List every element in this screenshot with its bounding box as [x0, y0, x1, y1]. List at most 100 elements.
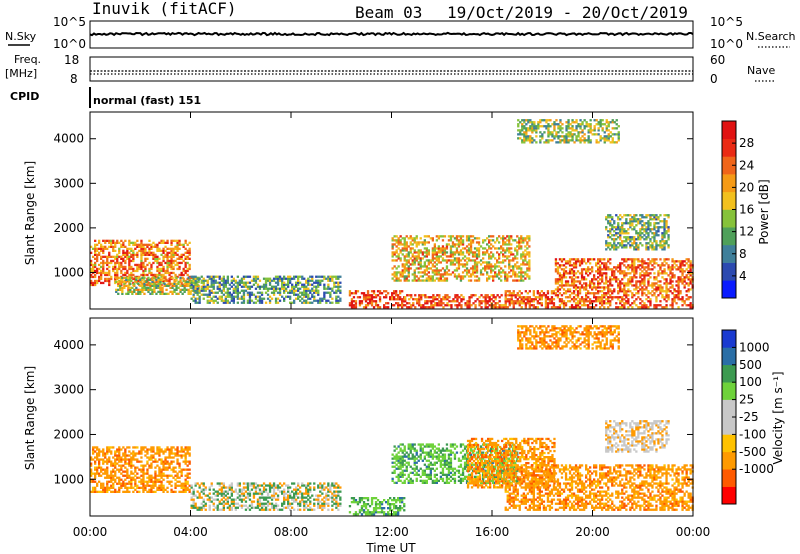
echo-cell: [437, 259, 440, 262]
echo-cell: [240, 301, 244, 304]
echo-cell: [180, 490, 183, 493]
echo-cell: [234, 279, 237, 282]
echo-cell: [104, 245, 107, 248]
echo-cell: [140, 241, 143, 244]
echo-cell: [175, 276, 178, 279]
echo-cell: [498, 277, 501, 280]
echo-cell: [399, 273, 402, 276]
echo-cell: [669, 290, 672, 293]
echo-cell: [575, 135, 578, 138]
echo-cell: [153, 282, 156, 285]
echo-cell: [549, 131, 552, 134]
echo-cell: [136, 458, 139, 461]
echo-cell: [589, 306, 592, 309]
echo-cell: [118, 448, 121, 451]
echo-cell: [649, 214, 652, 217]
echo-cell: [154, 259, 157, 263]
echo-cell: [605, 135, 608, 138]
echo-cell: [475, 257, 479, 260]
echo-cell: [311, 283, 314, 286]
echo-cell: [560, 264, 564, 267]
echo-cell: [418, 298, 421, 301]
echo-cell: [184, 239, 187, 242]
echo-cell: [438, 302, 441, 305]
echo-cell: [504, 255, 507, 258]
echo-cell: [194, 281, 197, 284]
echo-cell: [397, 247, 400, 250]
echo-cell: [475, 247, 479, 250]
echo-cell: [689, 282, 692, 285]
echo-cell: [615, 246, 618, 249]
echo-cell: [653, 282, 656, 285]
echo-cell: [405, 269, 408, 272]
echo-cell: [110, 476, 113, 479]
echo-cell: [564, 260, 568, 263]
echo-cell: [633, 248, 636, 251]
echo-cell: [182, 267, 185, 271]
echo-cell: [128, 257, 131, 260]
echo-cell: [407, 251, 410, 254]
echo-cell: [100, 450, 103, 453]
echo-cell: [236, 275, 239, 278]
echo-cell: [166, 253, 169, 256]
echo-cell: [218, 287, 221, 290]
echo-cell: [110, 484, 113, 487]
echo-cell: [659, 268, 662, 271]
echo-cell: [576, 258, 580, 261]
echo-cell: [236, 287, 239, 290]
echo-cell: [443, 235, 447, 238]
echo-cell: [587, 290, 590, 293]
echo-cell: [506, 239, 509, 242]
echo-cell: [514, 302, 517, 305]
echo-cell: [301, 291, 304, 294]
echo-cell: [601, 296, 604, 299]
echo-cell: [663, 298, 666, 301]
echo-cell: [132, 253, 135, 256]
echo-cell: [470, 294, 473, 297]
echo-cell: [633, 268, 636, 271]
echo-cell: [647, 236, 650, 239]
echo-cell: [452, 298, 455, 301]
echo-cell: [226, 277, 229, 280]
echo-cell: [595, 278, 598, 281]
echo-cell: [617, 296, 620, 299]
echo-cell: [108, 239, 111, 242]
echo-cell: [599, 119, 602, 122]
echo-cell: [321, 279, 324, 282]
echo-cell: [554, 282, 558, 285]
echo-cell: [647, 226, 650, 229]
echo-cell: [128, 273, 131, 277]
echo-cell: [119, 276, 122, 279]
echo-cell: [657, 216, 660, 219]
echo-cell: [575, 127, 578, 130]
echo-cell: [587, 260, 590, 263]
echo-cell: [372, 300, 376, 303]
echo-cell: [240, 281, 244, 284]
echo-cell: [479, 259, 483, 262]
echo-cell: [128, 482, 131, 485]
echo-cell: [264, 283, 268, 286]
echo-cell: [350, 292, 354, 295]
echo-cell: [623, 304, 626, 307]
echo-cell: [404, 296, 407, 299]
echo-cell: [470, 304, 473, 307]
echo-cell: [301, 275, 304, 278]
echo-cell: [102, 245, 105, 248]
echo-cell: [161, 278, 164, 281]
echo-cell: [667, 228, 670, 231]
echo-cell: [337, 283, 340, 286]
echo-cell: [132, 257, 135, 260]
echo-cell: [152, 450, 155, 453]
echo-cell: [587, 300, 590, 303]
echo-cell: [603, 292, 606, 295]
echo-cell: [556, 296, 560, 299]
echo-cell: [206, 279, 209, 282]
echo-cell: [303, 285, 306, 288]
echo-cell: [518, 267, 521, 270]
echo-cell: [106, 460, 109, 463]
echo-cell: [687, 260, 690, 263]
echo-cell: [297, 295, 300, 298]
echo-cell: [291, 289, 294, 292]
echo-cell: [529, 125, 532, 128]
echo-cell: [558, 278, 562, 281]
